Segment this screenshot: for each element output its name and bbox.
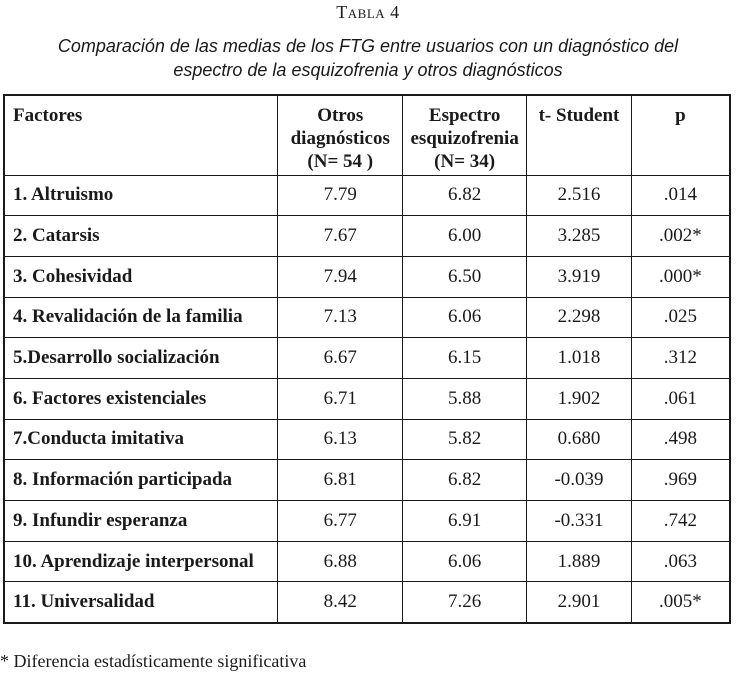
header-otros-line3: (N= 54 )	[307, 151, 374, 172]
factor-cell: 10. Aprendizaje interpersonal	[3, 540, 279, 583]
p-cell: .025	[630, 296, 731, 339]
otros-cell: 6.71	[277, 377, 404, 420]
espectro-cell: 6.15	[402, 337, 528, 379]
t-cell: 2.901	[526, 581, 632, 624]
table-row: 11. Universalidad 8.42 7.26 2.901 .005*	[3, 581, 731, 624]
t-cell: 1.018	[526, 337, 632, 379]
table-row: 10. Aprendizaje interpersonal 6.88 6.06 …	[3, 540, 731, 583]
table-row: 1. Altruismo 7.79 6.82 2.516 .014	[3, 174, 731, 217]
p-cell: .002*	[630, 215, 731, 257]
header-espectro-line3: (N= 34)	[434, 151, 496, 172]
p-cell: .061	[630, 377, 731, 420]
table-row: 4. Revalidación de la familia 7.13 6.06 …	[3, 296, 731, 339]
t-cell: 0.680	[526, 418, 632, 461]
otros-cell: 7.13	[277, 296, 404, 339]
t-cell: 2.516	[526, 174, 632, 217]
header-otros-diagnosticos: Otros diagnósticos (N= 54 )	[277, 94, 404, 176]
t-cell: -0.039	[526, 459, 632, 501]
table-row: 2. Catarsis 7.67 6.00 3.285 .002*	[3, 215, 731, 257]
comparison-table: Factores Otros diagnósticos (N= 54 ) Esp…	[3, 94, 731, 624]
factor-cell: 4. Revalidación de la familia	[3, 296, 279, 339]
espectro-cell: 6.00	[402, 215, 528, 257]
table-row: 9. Infundir esperanza 6.77 6.91 -0.331 .…	[3, 500, 731, 542]
otros-cell: 6.81	[277, 459, 404, 501]
table-header: Factores Otros diagnósticos (N= 54 ) Esp…	[3, 94, 731, 176]
caption-line-2: espectro de la esquizofrenia y otros dia…	[173, 60, 563, 80]
table-row: 8. Información participada 6.81 6.82 -0.…	[3, 459, 731, 501]
p-cell: .014	[630, 174, 731, 217]
p-cell: .000*	[630, 255, 731, 298]
table-caption: Comparación de las medias de los FTG ent…	[0, 34, 736, 82]
otros-cell: 7.79	[277, 174, 404, 217]
espectro-cell: 6.82	[402, 174, 528, 217]
header-row: Factores Otros diagnósticos (N= 54 ) Esp…	[3, 94, 731, 176]
espectro-cell: 6.50	[402, 255, 528, 298]
t-cell: -0.331	[526, 500, 632, 542]
header-factores: Factores	[3, 94, 279, 176]
table-row: 3. Cohesividad 7.94 6.50 3.919 .000*	[3, 255, 731, 298]
otros-cell: 6.77	[277, 500, 404, 542]
factor-cell: 2. Catarsis	[3, 215, 279, 257]
espectro-cell: 6.06	[402, 296, 528, 339]
p-cell: .063	[630, 540, 731, 583]
factor-cell: 3. Cohesividad	[3, 255, 279, 298]
espectro-cell: 5.82	[402, 418, 528, 461]
header-espectro-line1: Espectro	[428, 105, 501, 126]
t-cell: 1.889	[526, 540, 632, 583]
otros-cell: 6.67	[277, 337, 404, 379]
header-otros-line1: Otros	[317, 105, 364, 126]
caption-line-1: Comparación de las medias de los FTG ent…	[57, 36, 679, 56]
otros-cell: 7.94	[277, 255, 404, 298]
table-row: 5.Desarrollo socialización 6.67 6.15 1.0…	[3, 337, 731, 379]
p-cell: .005*	[630, 581, 731, 624]
header-espectro-line2: esquizofrenia	[410, 128, 519, 149]
factor-cell: 8. Información participada	[3, 459, 279, 501]
t-cell: 3.285	[526, 215, 632, 257]
p-cell: .312	[630, 337, 731, 379]
table-row: 6. Factores existenciales 6.71 5.88 1.90…	[3, 377, 731, 420]
espectro-cell: 6.91	[402, 500, 528, 542]
table-footnote: * Diferencia estadísticamente significat…	[0, 651, 307, 671]
p-cell: .498	[630, 418, 731, 461]
header-p: p	[630, 94, 731, 176]
t-cell: 2.298	[526, 296, 632, 339]
table-body: 1. Altruismo 7.79 6.82 2.516 .014 2. Cat…	[3, 174, 731, 624]
otros-cell: 7.67	[277, 215, 404, 257]
table-row: 7.Conducta imitativa 6.13 5.82 0.680 .49…	[3, 418, 731, 461]
p-cell: .969	[630, 459, 731, 501]
otros-cell: 8.42	[277, 581, 404, 624]
factor-cell: 9. Infundir esperanza	[3, 500, 279, 542]
otros-cell: 6.88	[277, 540, 404, 583]
otros-cell: 6.13	[277, 418, 404, 461]
p-cell: .742	[630, 500, 731, 542]
espectro-cell: 6.82	[402, 459, 528, 501]
factor-cell: 1. Altruismo	[3, 174, 279, 217]
factor-cell: 7.Conducta imitativa	[3, 418, 279, 461]
header-espectro-esquizofrenia: Espectro esquizofrenia (N= 34)	[402, 94, 528, 176]
t-cell: 3.919	[526, 255, 632, 298]
header-t-student: t- Student	[526, 94, 632, 176]
factor-cell: 5.Desarrollo socialización	[3, 337, 279, 379]
factor-cell: 11. Universalidad	[3, 581, 279, 624]
table-number-label: Tabla 4	[336, 2, 400, 22]
factor-cell: 6. Factores existenciales	[3, 377, 279, 420]
header-otros-line2: diagnósticos	[290, 128, 390, 149]
espectro-cell: 6.06	[402, 540, 528, 583]
espectro-cell: 7.26	[402, 581, 528, 624]
t-cell: 1.902	[526, 377, 632, 420]
espectro-cell: 5.88	[402, 377, 528, 420]
